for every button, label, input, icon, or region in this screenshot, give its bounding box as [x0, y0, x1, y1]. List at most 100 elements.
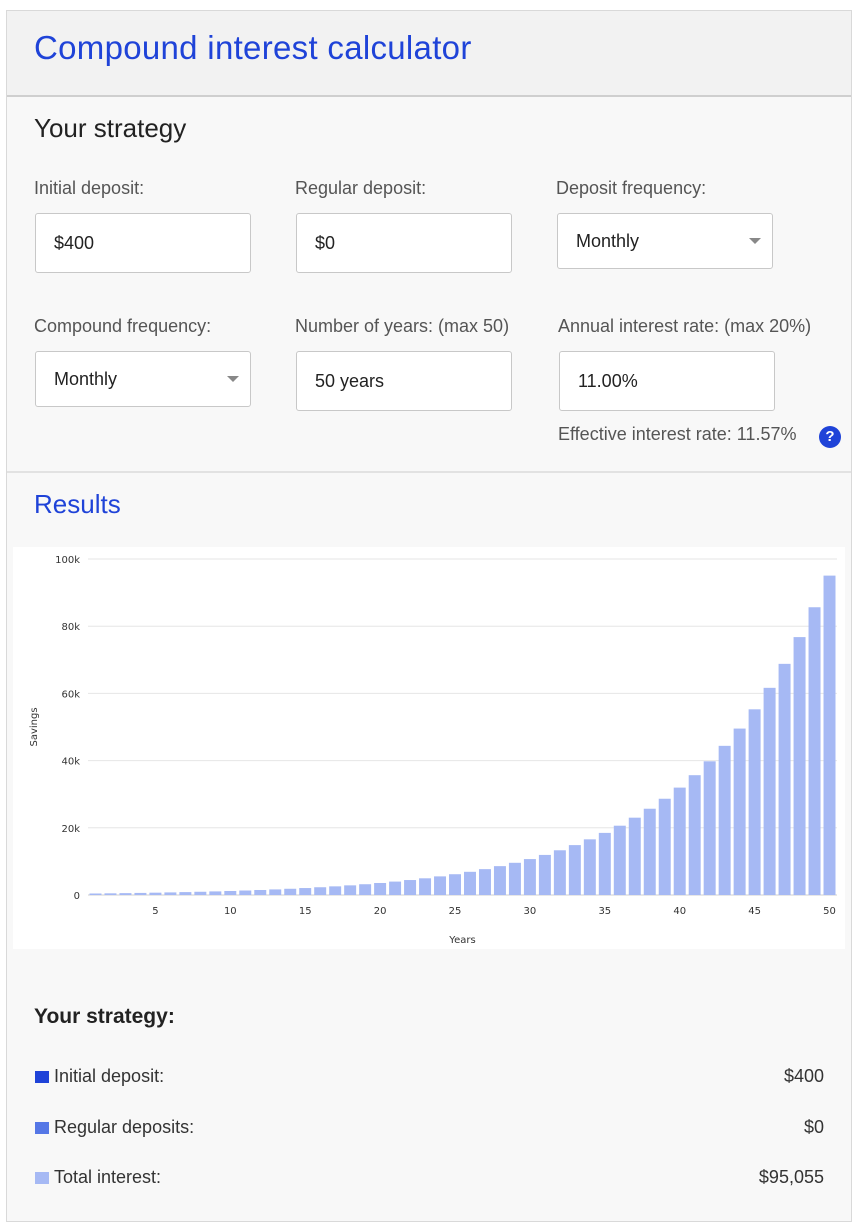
chart-bar	[149, 892, 162, 895]
chart-bar	[463, 871, 476, 895]
question-icon[interactable]: ?	[819, 426, 841, 448]
summary-value: $0	[803, 1117, 824, 1137]
years-input[interactable]: 50 years	[296, 351, 512, 411]
chart-bar	[538, 854, 551, 895]
rate-value: 11.00%	[578, 370, 638, 391]
strategy-heading: Your strategy	[34, 113, 187, 143]
chart-bar	[269, 889, 282, 895]
chart-bar	[583, 839, 596, 895]
chart-bar	[224, 890, 237, 895]
chart-bar	[748, 709, 761, 895]
chart-bar	[179, 892, 192, 895]
chart-bar	[389, 881, 402, 895]
deposit-frequency-select[interactable]: Monthly	[557, 213, 773, 269]
y-tick-label: 0	[74, 891, 80, 902]
chart-bar	[104, 893, 117, 895]
compound-frequency-select[interactable]: Monthly	[35, 351, 251, 407]
summary-label: Initial deposit:	[54, 1066, 165, 1086]
chart-bar	[493, 866, 506, 895]
x-tick-label: 35	[598, 906, 611, 917]
summary-row-initial-deposit: Initial deposit: $400	[34, 1066, 824, 1090]
chart-bar	[763, 687, 776, 895]
chart-bar	[374, 882, 387, 895]
savings-chart: 0 20k 40k 60k 80k 100k 5 10 15 20 25 30 35 40 45 50 Year…	[13, 547, 845, 949]
initial-deposit-input[interactable]: $400	[35, 213, 251, 273]
chart-bar	[344, 885, 357, 895]
chart-bar	[449, 874, 462, 895]
y-tick-label: 40k	[61, 757, 80, 768]
chart-bar	[89, 893, 102, 895]
chart-bar	[254, 889, 267, 895]
chart-bar	[314, 887, 327, 895]
y-tick-label: 80k	[61, 622, 80, 633]
chart-bar	[793, 637, 806, 895]
chart-bar	[643, 808, 656, 895]
deposit-frequency-value: Monthly	[576, 230, 640, 251]
chevron-down-icon	[227, 376, 239, 382]
y-tick-label: 60k	[61, 689, 80, 700]
x-tick-label: 25	[449, 906, 462, 917]
initial-deposit-label: Initial deposit:	[34, 178, 145, 198]
chart-bar	[658, 798, 671, 895]
chart-bar	[823, 575, 836, 895]
chart-bar	[553, 850, 566, 895]
calculator-card: Compound interest calculator Your strate…	[6, 10, 852, 1222]
chart-bar	[404, 880, 417, 895]
summary-row-regular-deposits: Regular deposits: $0	[34, 1117, 824, 1141]
chart-bar	[688, 775, 701, 895]
deposit-frequency-label: Deposit frequency:	[556, 178, 707, 198]
y-tick-label: 20k	[61, 824, 80, 835]
chart-bar	[598, 832, 611, 895]
page-title: Compound interest calculator	[34, 29, 472, 66]
rate-input[interactable]: 11.00%	[559, 351, 775, 411]
chart-bar	[299, 888, 312, 895]
legend-swatch	[35, 1071, 49, 1083]
summary-value: $95,055	[758, 1167, 824, 1187]
regular-deposit-input[interactable]: $0	[296, 213, 512, 273]
rate-label: Annual interest rate: (max 20%)	[558, 316, 812, 336]
chart-bar	[808, 607, 821, 895]
chart-bar	[628, 817, 641, 895]
initial-deposit-value: $400	[54, 232, 95, 253]
x-tick-label: 45	[748, 906, 761, 917]
years-value: 50 years	[315, 370, 385, 391]
chart-bar	[733, 728, 746, 895]
chart-bar	[778, 663, 791, 895]
chart-bar	[703, 761, 716, 895]
chart-bar	[119, 893, 132, 895]
chart-bar	[359, 884, 372, 895]
chart-bar	[134, 892, 147, 895]
x-tick-label: 20	[374, 906, 387, 917]
chart-bar	[164, 892, 177, 895]
chart-bar	[209, 891, 222, 895]
years-label: Number of years: (max 50)	[295, 316, 510, 336]
chart-bar	[434, 876, 447, 895]
compound-frequency-value: Monthly	[54, 368, 118, 389]
x-axis-title: Years	[448, 935, 475, 946]
x-tick-label: 5	[152, 906, 158, 917]
chart-bar	[673, 787, 686, 895]
regular-deposit-value: $0	[315, 232, 336, 253]
x-tick-label: 40	[673, 906, 686, 917]
chart-bar	[508, 862, 521, 895]
effective-rate-text: Effective interest rate: 11.57%	[558, 424, 797, 444]
legend-swatch	[35, 1172, 49, 1184]
x-tick-label: 30	[524, 906, 537, 917]
y-axis-title: Savings	[29, 707, 40, 746]
summary-value: $400	[783, 1066, 824, 1086]
chart-bar	[523, 859, 536, 895]
section-divider	[7, 471, 851, 473]
chart-bar	[613, 825, 626, 895]
legend-swatch	[35, 1122, 49, 1134]
chart-bar	[239, 890, 252, 895]
chart-bar	[718, 745, 731, 895]
chart-bar	[194, 891, 207, 895]
summary-heading: Your strategy:	[34, 1005, 175, 1028]
chart-bar	[568, 845, 581, 895]
x-tick-label: 50	[823, 906, 836, 917]
chevron-down-icon	[749, 238, 761, 244]
results-heading: Results	[34, 489, 121, 519]
regular-deposit-label: Regular deposit:	[295, 178, 427, 198]
summary-label: Regular deposits:	[54, 1117, 195, 1137]
savings-bar-chart: 0 20k 40k 60k 80k 100k 5 10 15 20 25 30 35 40 45 50 Year…	[29, 555, 837, 946]
